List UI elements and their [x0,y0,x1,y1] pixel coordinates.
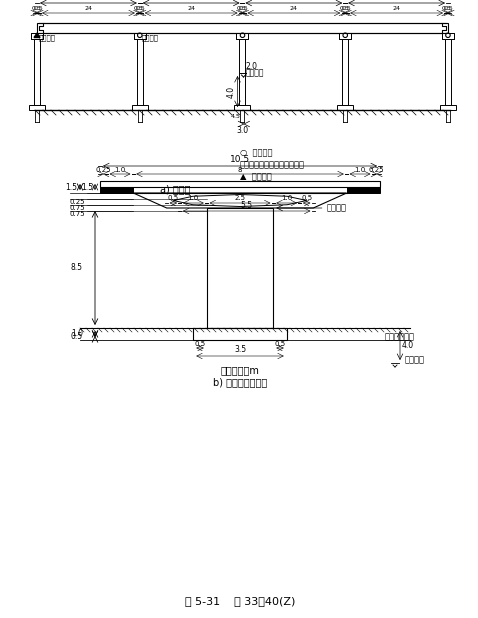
Text: 活动支座: 活动支座 [142,35,159,41]
Text: 0.5: 0.5 [442,7,452,12]
Bar [100,181,380,187]
Text: 1.5: 1.5 [65,182,77,192]
Bar [100,187,133,193]
Text: 0.5: 0.5 [33,7,43,12]
Text: 0.5: 0.5 [136,7,146,12]
Text: 1.0: 1.0 [188,195,199,201]
Polygon shape [133,193,347,208]
Text: 24: 24 [85,7,92,12]
Text: 1.0: 1.0 [354,166,366,172]
Bar [134,33,146,39]
Bar [237,33,249,39]
Bar [237,33,249,39]
Text: 设计水位: 设计水位 [246,68,264,77]
Text: 0.5: 0.5 [301,195,312,201]
Text: 10.5: 10.5 [230,155,250,164]
Text: 25: 25 [289,0,299,1]
Text: 0.5: 0.5 [341,7,351,12]
Text: 长度单位：m: 长度单位：m [220,365,260,375]
Text: 0.5: 0.5 [274,341,285,347]
Text: 0.5: 0.5 [195,341,206,347]
Bar [132,105,148,110]
Text: 5.5: 5.5 [240,200,253,210]
Text: 0.5: 0.5 [237,7,246,12]
Text: 完整新鲜基岩: 完整新鲜基岩 [385,332,415,342]
Bar [440,105,456,110]
Text: 图 5-31    题 33～40(Z): 图 5-31 题 33～40(Z) [185,596,295,606]
Text: 0.5: 0.5 [444,7,454,12]
Bar [29,105,45,110]
Bar [442,33,454,39]
Bar [442,33,454,39]
Text: 1.0: 1.0 [114,166,126,172]
Text: 8: 8 [238,166,242,172]
Text: a) 立面图: a) 立面图 [160,184,191,194]
Text: 8.5: 8.5 [71,263,83,273]
Bar [337,105,353,110]
Text: 24: 24 [290,7,298,12]
Bar [347,187,380,193]
Text: 1.0: 1.0 [71,329,83,339]
Text: 2.5: 2.5 [235,195,246,201]
Text: 1.0: 1.0 [281,195,292,201]
Bar [239,39,246,105]
Bar [339,33,351,39]
Bar [137,39,143,105]
Text: 4.0: 4.0 [227,85,236,98]
Text: 固定支座: 固定支座 [39,35,56,41]
Text: （聚四氟乙烯板式橡胶支座）: （聚四氟乙烯板式橡胶支座） [240,161,305,169]
Text: 0.5: 0.5 [168,195,179,201]
Text: 0.5: 0.5 [71,332,83,341]
Text: 25: 25 [186,0,196,1]
Text: ▲  固定支座: ▲ 固定支座 [240,172,272,182]
Bar [34,39,40,105]
Text: 0.75: 0.75 [69,211,85,217]
Polygon shape [174,195,307,206]
Text: 25: 25 [83,0,94,1]
Text: 0.5: 0.5 [339,7,349,12]
Bar [445,39,451,105]
Text: 24: 24 [392,7,401,12]
Bar [31,33,43,39]
Bar [342,39,348,105]
Text: 1.5: 1.5 [81,182,93,192]
Text: ○  活动支座: ○ 活动支座 [240,148,272,158]
Text: 支座中心: 支座中心 [326,203,347,213]
Bar [235,105,250,110]
Text: 0.5: 0.5 [134,7,143,12]
Polygon shape [34,33,40,38]
Text: 0.5: 0.5 [31,7,41,12]
Text: 0.25: 0.25 [369,166,384,172]
Bar [31,33,43,39]
Text: 设计水位: 设计水位 [405,355,425,365]
Text: 24: 24 [187,7,195,12]
Text: b) 桥墩处横断面图: b) 桥墩处横断面图 [213,377,267,387]
Text: 0.25: 0.25 [96,166,111,172]
Text: 4.5: 4.5 [230,114,240,119]
Bar [37,23,448,33]
Text: 4.0: 4.0 [402,341,414,350]
Text: 2.0: 2.0 [246,62,258,71]
Text: 0.75: 0.75 [69,205,85,211]
Text: 25: 25 [391,0,402,1]
Bar [134,33,146,39]
Bar [193,328,287,340]
Text: 3.0: 3.0 [237,126,249,135]
Bar [206,208,273,328]
Bar [339,33,351,39]
Text: 0.25: 0.25 [69,199,85,205]
Text: 0.5: 0.5 [239,7,249,12]
Text: 3.5: 3.5 [234,345,246,355]
